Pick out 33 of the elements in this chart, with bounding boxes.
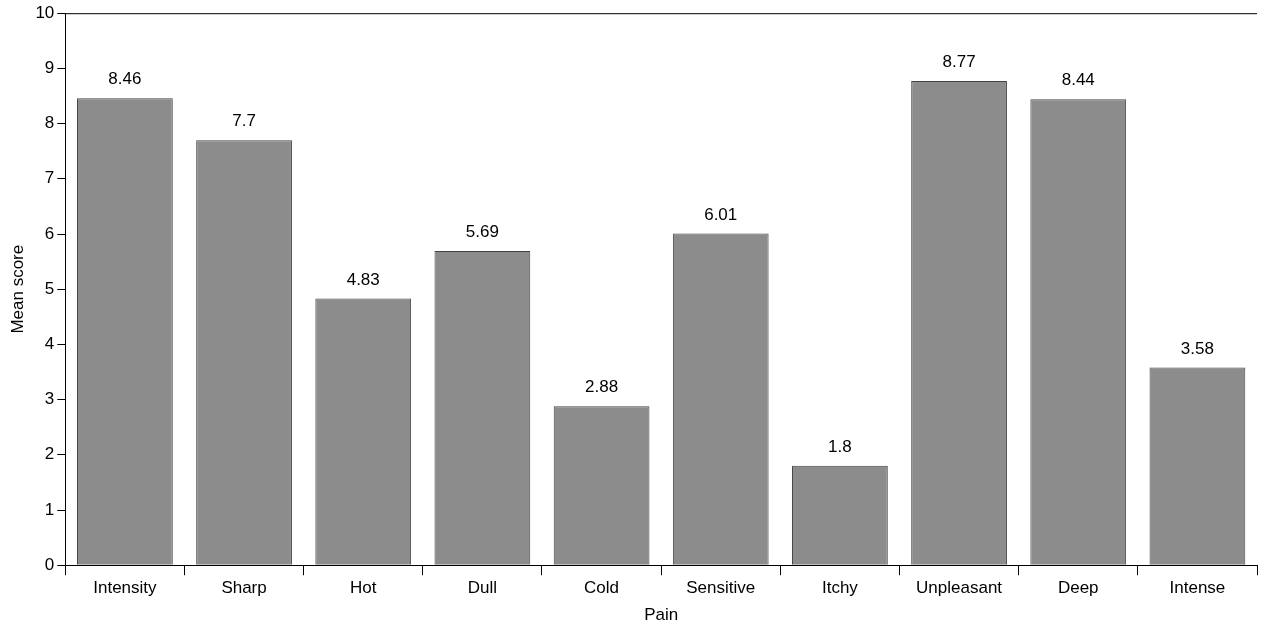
data-label: 7.7 xyxy=(232,111,256,131)
y-axis-title: Mean score xyxy=(7,244,27,334)
x-axis-title: Pain xyxy=(644,605,679,625)
y-tick-label: 5 xyxy=(44,278,55,298)
y-tick-label: 3 xyxy=(44,389,55,409)
data-label: 8.44 xyxy=(1061,70,1095,90)
data-label: 3.58 xyxy=(1180,338,1214,358)
data-label: 8.77 xyxy=(942,52,976,72)
y-tick-label: 7 xyxy=(44,168,55,188)
data-label: 6.01 xyxy=(704,204,738,224)
data-label: 4.83 xyxy=(346,269,380,289)
x-tick-label: Deep xyxy=(1057,578,1099,598)
data-label: 8.46 xyxy=(108,69,142,89)
data-label: 5.69 xyxy=(465,222,499,242)
y-tick-label: 4 xyxy=(44,334,55,354)
y-tick-label: 0 xyxy=(44,554,55,574)
x-tick-label: Hot xyxy=(350,578,377,598)
x-tick-label: Sensitive xyxy=(686,578,756,598)
y-tick-label: 10 xyxy=(35,2,55,22)
data-label: 2.88 xyxy=(585,377,619,397)
x-tick-label: Dull xyxy=(467,578,498,598)
x-tick-label: Intensity xyxy=(93,578,158,598)
x-tick-label: Itchy xyxy=(821,578,859,598)
x-tick-label: Intense xyxy=(1169,578,1226,598)
x-tick-label: Unpleasant xyxy=(916,578,1003,598)
y-tick-label: 8 xyxy=(44,113,55,133)
y-tick-label: 6 xyxy=(44,223,55,243)
x-tick-label: Sharp xyxy=(221,578,267,598)
y-tick-label: 2 xyxy=(44,444,55,464)
x-tick-label: Cold xyxy=(584,578,620,598)
y-tick-label: 9 xyxy=(44,58,55,78)
data-label: 1.8 xyxy=(828,437,852,457)
y-tick-label: 1 xyxy=(44,499,55,519)
